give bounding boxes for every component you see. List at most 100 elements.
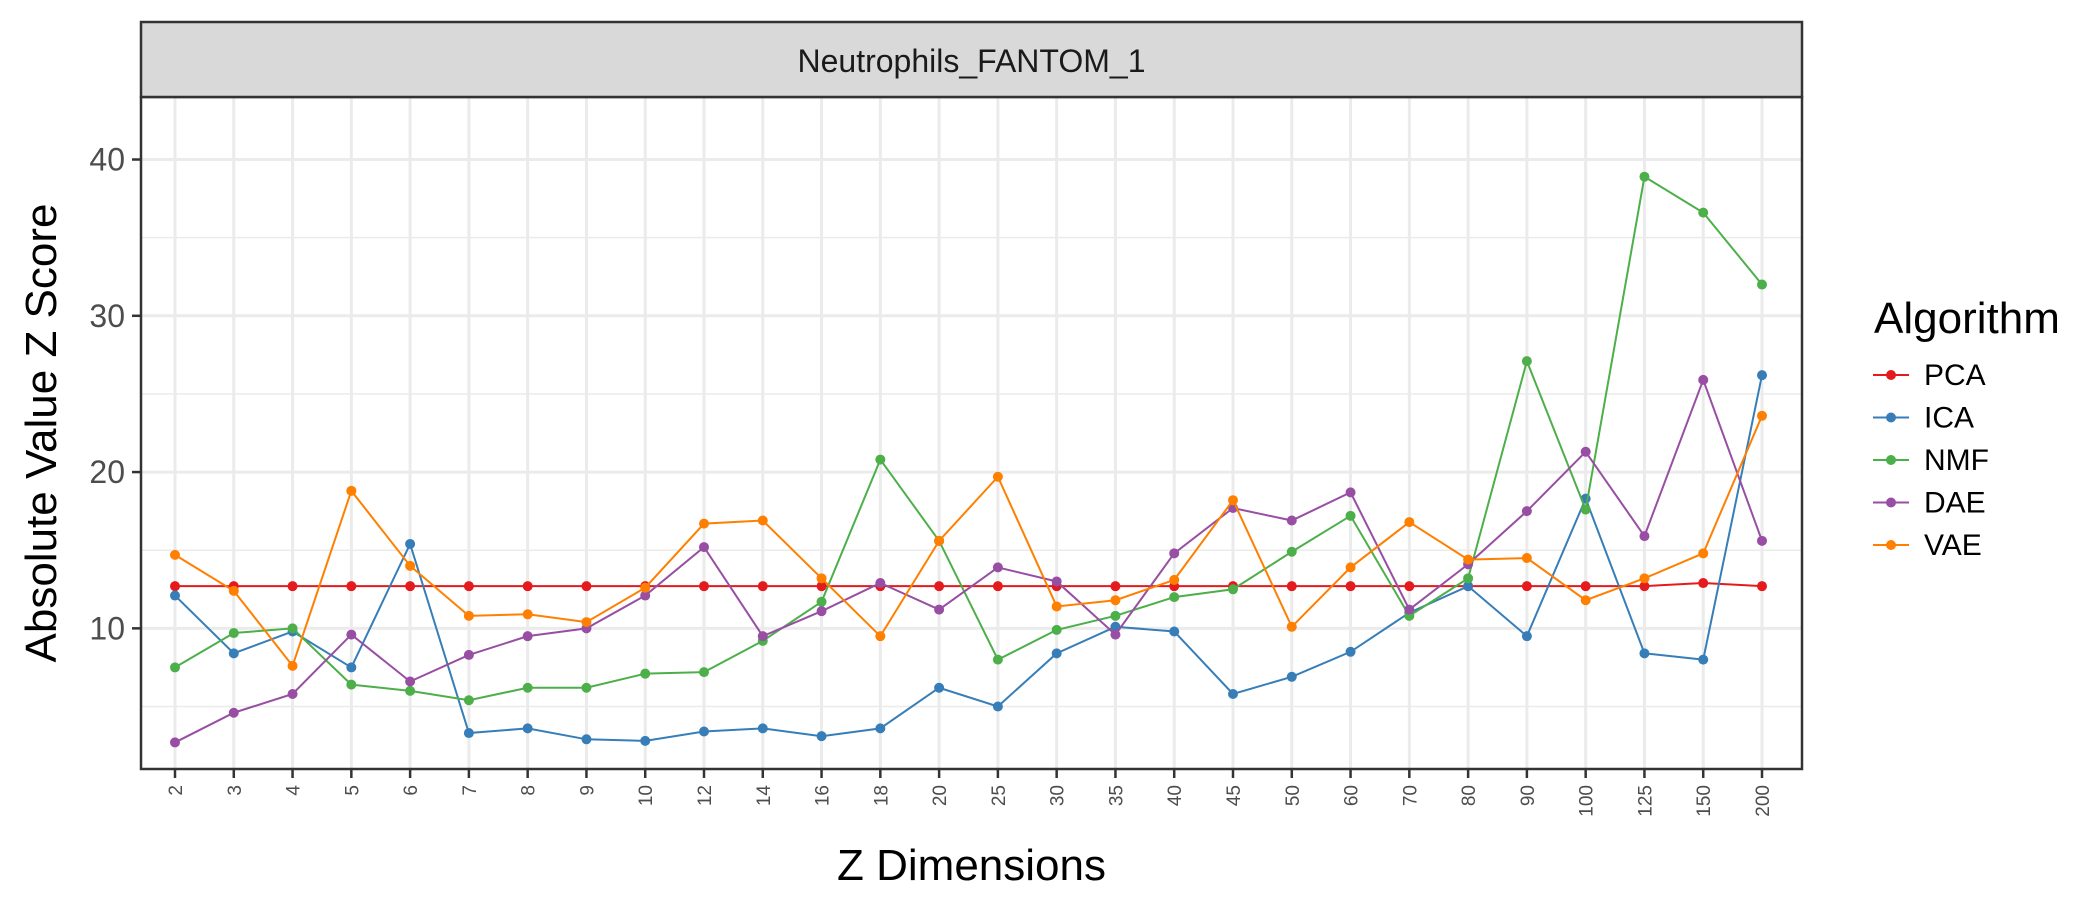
facet-strip <box>139 20 1804 99</box>
data-point-dae <box>463 649 474 660</box>
data-point-vae <box>1286 621 1297 632</box>
data-point-dae <box>1286 515 1297 526</box>
data-point-ica <box>816 731 827 742</box>
data-point-pca <box>1580 581 1591 592</box>
data-point-vae <box>170 549 180 560</box>
data-point-pca <box>934 581 945 592</box>
data-point-vae <box>522 609 533 620</box>
legend-title: Algorithm <box>1874 294 2060 343</box>
data-point-nmf <box>875 454 886 465</box>
x-tick-label: 30 <box>1048 785 1069 806</box>
data-point-ica <box>640 735 651 746</box>
x-tick-label: 45 <box>1224 785 1245 806</box>
data-point-nmf <box>816 596 827 607</box>
data-point-nmf <box>1757 279 1767 290</box>
data-point-dae <box>992 562 1003 573</box>
x-tick-label: 90 <box>1518 785 1539 806</box>
data-point-vae <box>346 485 357 496</box>
data-point-nmf <box>405 685 416 696</box>
legend: Algorithm PCA ICA NMF DAE VAE <box>1873 294 2060 562</box>
data-point-ica <box>1110 621 1121 632</box>
data-point-ica <box>405 538 416 549</box>
data-point-nmf <box>640 668 651 679</box>
data-point-pca <box>1286 581 1297 592</box>
y-axis-title: Absolute Value Z Score <box>17 204 66 663</box>
x-tick-label: 12 <box>695 785 716 806</box>
data-point-nmf <box>1345 510 1356 521</box>
data-point-pca <box>170 581 180 592</box>
data-point-pca <box>757 581 768 592</box>
data-point-pca <box>1757 581 1767 592</box>
data-point-nmf <box>1110 610 1121 621</box>
data-point-vae <box>699 518 709 529</box>
series-vae <box>170 410 1767 671</box>
data-point-dae <box>1110 629 1121 640</box>
x-tick-label: 50 <box>1283 785 1304 806</box>
data-point-nmf <box>287 623 298 634</box>
data-point-ica <box>1169 626 1180 637</box>
data-point-vae <box>757 515 768 526</box>
data-point-pca <box>1521 581 1532 592</box>
data-point-vae <box>463 610 474 621</box>
x-tick-label: 14 <box>754 785 775 807</box>
x-tick-label: 5 <box>342 785 363 796</box>
data-point-dae <box>228 707 239 718</box>
data-point-vae <box>992 471 1003 482</box>
data-point-vae <box>816 573 827 584</box>
series-layer <box>170 171 1767 748</box>
data-point-dae <box>346 629 357 640</box>
data-point-vae <box>1110 595 1121 606</box>
data-point-nmf <box>1286 546 1297 557</box>
data-point-pca <box>1345 581 1356 592</box>
x-tick-label: 8 <box>519 785 540 796</box>
data-point-vae <box>1051 601 1062 612</box>
x-tick-label: 80 <box>1459 785 1480 806</box>
data-point-dae <box>170 737 180 748</box>
data-point-vae <box>640 582 651 593</box>
data-point-pca <box>699 581 709 592</box>
data-point-pca <box>1698 578 1709 589</box>
series-line-ica <box>174 374 1763 742</box>
data-point-vae <box>1580 595 1591 606</box>
data-point-nmf <box>1521 356 1532 367</box>
data-point-pca <box>1639 581 1650 592</box>
data-point-dae <box>699 542 709 553</box>
x-tick-label: 6 <box>401 785 422 796</box>
data-point-vae <box>1639 573 1650 584</box>
facet-title: Neutrophils_FANTOM_1 <box>798 43 1146 79</box>
x-tick-label: 100 <box>1577 785 1598 817</box>
x-tick-label: 20 <box>930 785 951 806</box>
data-point-nmf <box>228 628 239 639</box>
x-axis-title: Z Dimensions <box>837 841 1106 890</box>
legend-label-vae: VAE <box>1924 529 1982 562</box>
legend-key-point-pca <box>1886 370 1896 380</box>
x-tick-label: 150 <box>1694 785 1715 817</box>
x-tick-label: 70 <box>1400 785 1421 806</box>
data-point-ica <box>170 590 180 601</box>
series-line-vae <box>174 415 1763 668</box>
legend-label-nmf: NMF <box>1924 444 1989 477</box>
series-line-pca <box>175 582 1763 588</box>
data-point-vae <box>1228 495 1238 506</box>
y-axis: 10 20 30 40 <box>89 142 141 646</box>
data-point-pca <box>992 581 1003 592</box>
x-tick-label: 16 <box>813 785 834 806</box>
data-point-dae <box>1521 506 1532 517</box>
x-axis: 2 3 4 5 6 7 8 9 10 12 14 16 18 20 25 30 35 40 45 50 60 70 80 90… <box>166 769 1774 817</box>
data-point-dae <box>405 676 416 687</box>
data-point-ica <box>699 726 709 737</box>
data-point-dae <box>640 590 651 601</box>
data-point-dae <box>1051 576 1062 587</box>
data-point-pca <box>581 581 592 592</box>
data-point-ica <box>992 701 1003 712</box>
x-tick-label: 3 <box>225 785 246 796</box>
data-point-ica <box>463 728 474 739</box>
data-point-nmf <box>170 662 180 673</box>
data-point-dae <box>1639 531 1650 542</box>
series-ica <box>170 370 1767 746</box>
legend-item-pca: PCA <box>1873 359 1986 392</box>
data-point-vae <box>228 585 239 596</box>
x-tick-label: 7 <box>460 785 481 796</box>
data-point-ica <box>875 723 886 734</box>
series-dae <box>170 374 1767 748</box>
